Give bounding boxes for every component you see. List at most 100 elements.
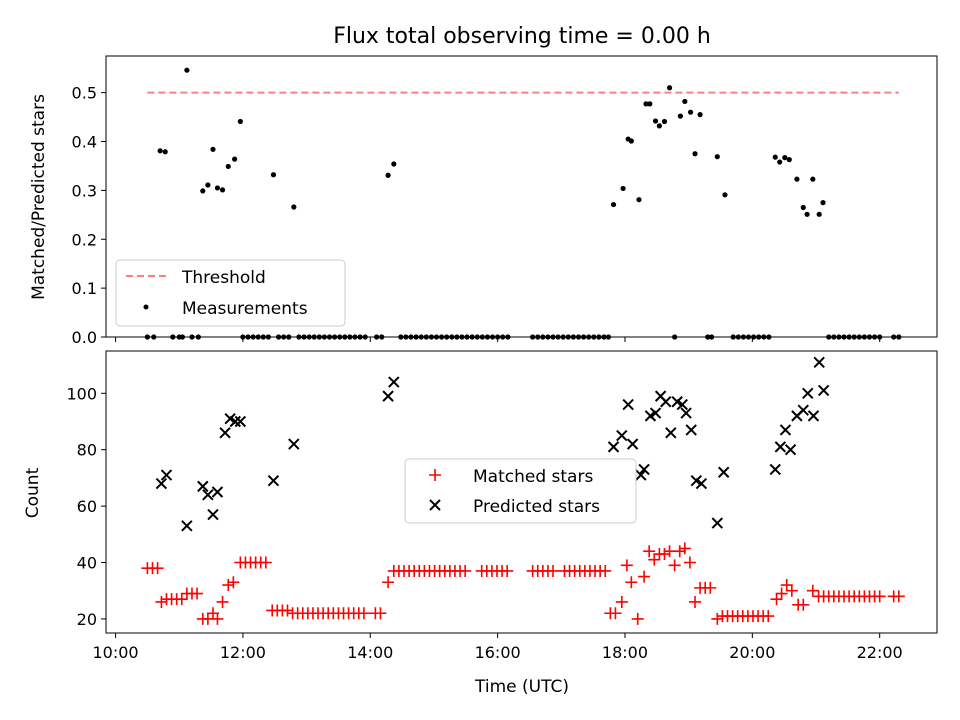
predicted-star-point <box>219 427 231 439</box>
measurement-point <box>628 138 634 144</box>
matched-star-point <box>658 548 671 561</box>
matched-star-point <box>459 564 472 577</box>
predicted-star-point <box>622 398 634 411</box>
matched-star-point <box>227 576 240 589</box>
predicted-star-point <box>211 486 224 498</box>
matched-star-point <box>683 556 696 569</box>
measurement-point <box>666 85 673 91</box>
matched-star-point <box>625 576 638 589</box>
matched-star-point <box>211 612 224 625</box>
ratio-ytick-label: 0.1 <box>72 279 97 298</box>
matched-star-point <box>648 553 661 566</box>
count-legend-box <box>404 458 637 524</box>
matched-star-point <box>643 545 656 558</box>
measurement-point <box>656 123 662 129</box>
count-legend: Matched stars Predicted stars <box>404 458 637 524</box>
count-ytick-label: 60 <box>77 497 97 516</box>
measurement-point <box>636 197 642 203</box>
matched-star-point <box>281 604 294 617</box>
predicted-star-point <box>607 441 620 453</box>
measurement-point <box>661 118 668 125</box>
predicted-star-point <box>779 424 792 436</box>
matched-star-point <box>175 593 188 606</box>
matched-star-point <box>501 564 514 577</box>
count-xtick-label: 22:00 <box>857 643 903 662</box>
measurement-point <box>804 211 810 217</box>
measurement-point <box>391 161 397 167</box>
matched-star-point <box>704 581 717 594</box>
matched-star-point <box>668 559 681 572</box>
matched-star-point <box>806 584 819 597</box>
predicted-star-point <box>797 404 809 416</box>
ratio-ytick-label: 0.5 <box>72 84 97 103</box>
count-y-axis-label: Count <box>23 467 43 518</box>
predicted-star-point <box>626 438 639 450</box>
matched-star-point <box>711 612 724 625</box>
ratio-ytick-label: 0.3 <box>72 181 97 200</box>
predicted-star-point <box>382 390 394 402</box>
predicted-star-point <box>207 508 219 521</box>
matched-star-point <box>631 612 644 625</box>
matched-star-point <box>892 590 905 603</box>
predicted-star-point <box>665 427 677 439</box>
predicted-star-point <box>267 475 280 487</box>
matched-star-point <box>191 587 204 600</box>
measurement-point <box>385 172 391 178</box>
count-xtick-label: 20:00 <box>729 643 775 662</box>
count-axes-frame <box>105 350 938 634</box>
matched-star-point <box>689 595 702 608</box>
measurement-point <box>722 192 728 198</box>
measurement-point <box>772 154 778 160</box>
matched-star-point <box>620 559 633 572</box>
matched-star-point <box>547 564 560 577</box>
measurement-point <box>620 185 626 192</box>
measurement-point <box>200 188 206 194</box>
measurement-point <box>714 154 720 160</box>
measurement-point <box>219 187 226 193</box>
predicted-star-point <box>660 396 672 408</box>
predicted-star-point <box>229 415 241 428</box>
count-x-axis-label: Time (UTC) <box>474 677 569 697</box>
predicted-star-point <box>813 356 825 368</box>
measurement-point <box>782 155 788 161</box>
predicted-star-point <box>680 407 692 419</box>
matched-star-point <box>785 584 798 597</box>
measurement-point <box>810 176 816 182</box>
measurement-point <box>214 185 221 191</box>
measurement-point <box>794 176 800 182</box>
predicted-star-point <box>160 469 173 481</box>
predicted-star-point <box>181 520 193 532</box>
predicted-star-point <box>784 443 797 456</box>
ratio-axes-frame <box>105 55 938 338</box>
measurement-point <box>291 204 297 210</box>
predicted-star-point <box>802 387 814 400</box>
predicted-star-point <box>616 429 628 442</box>
matched-star-point <box>615 595 628 608</box>
legend-predicted-label: Predicted stars <box>473 497 600 517</box>
ratio-y-axis-label: Matched/Predicted stars <box>29 94 49 300</box>
count-xtick-label: 16:00 <box>475 643 521 662</box>
matched-star-point <box>775 587 788 600</box>
matched-star-point <box>780 579 793 592</box>
measurement-point <box>184 67 190 73</box>
predicted-star-point <box>711 517 724 529</box>
measurement-point <box>610 201 617 208</box>
legend-measurements-label: Measurements <box>182 299 308 319</box>
matched-star-point <box>762 610 775 623</box>
measurement-point <box>162 149 168 155</box>
matched-star-point <box>770 593 783 606</box>
predicted-star-point <box>635 469 647 481</box>
matched-star-point <box>155 595 168 608</box>
matched-star-point <box>374 607 387 620</box>
measurement-point <box>682 98 688 105</box>
measurement-point <box>232 156 238 162</box>
legend-matched-swatch <box>429 469 441 481</box>
count-xtick-label: 14:00 <box>347 643 393 662</box>
matched-star-point <box>222 579 235 592</box>
legend-matched-label: Matched stars <box>473 467 593 487</box>
count-xtick-label: 10:00 <box>92 643 138 662</box>
predicted-star-point <box>817 384 830 397</box>
count-ytick-label: 40 <box>77 554 97 573</box>
ratio-ytick-label: 0.4 <box>72 133 97 152</box>
matched-star-point <box>873 590 886 603</box>
